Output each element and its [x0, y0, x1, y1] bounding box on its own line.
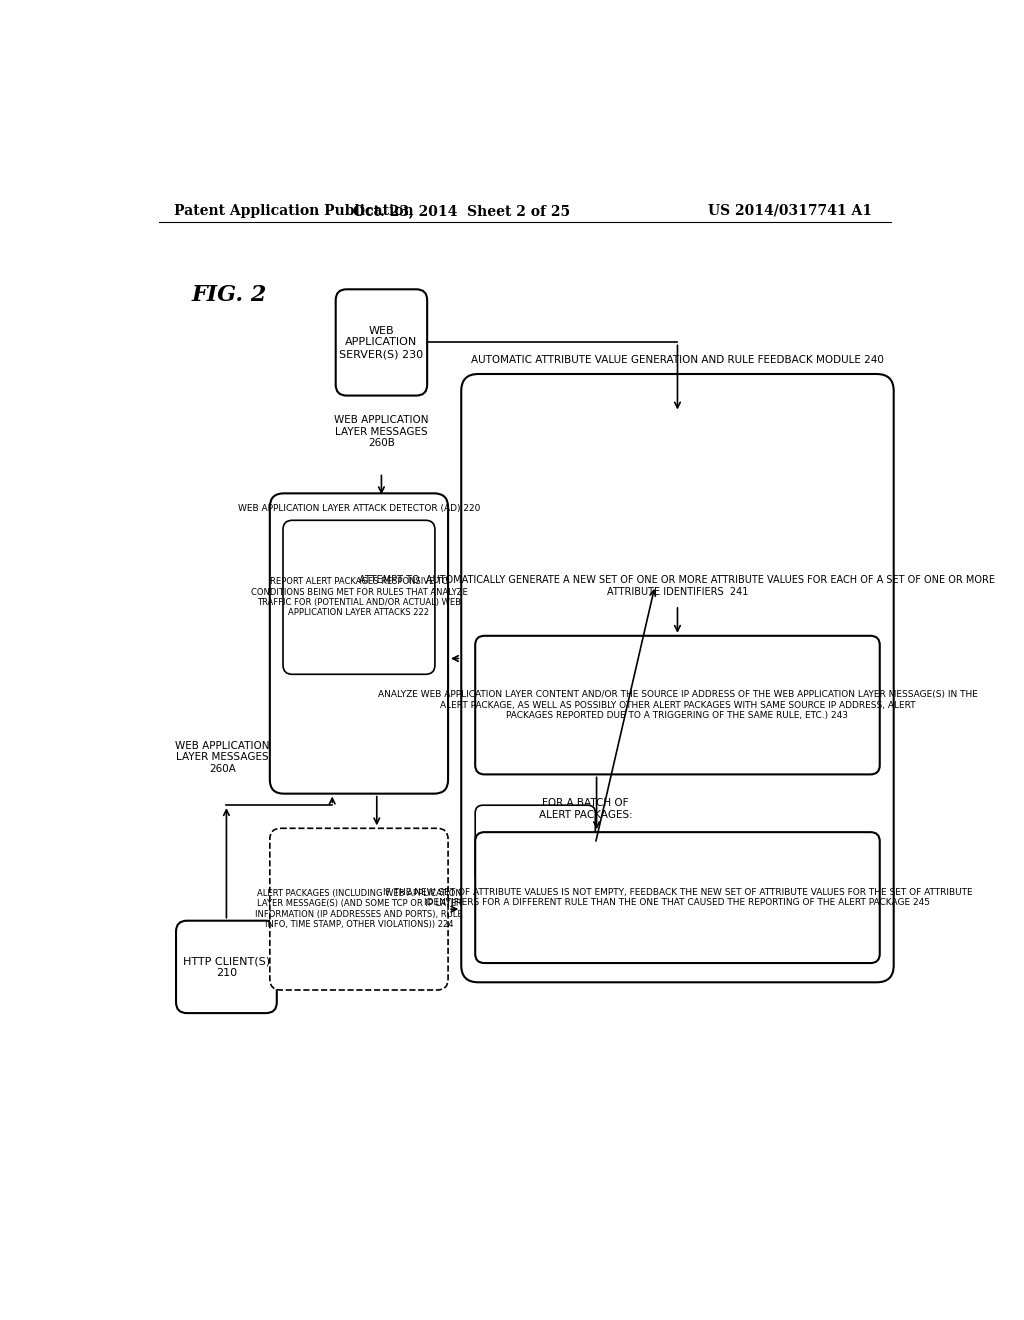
Text: WEB APPLICATION
LAYER MESSAGES
260B: WEB APPLICATION LAYER MESSAGES 260B — [334, 416, 429, 449]
Text: AUTOMATIC ATTRIBUTE VALUE GENERATION AND RULE FEEDBACK MODULE 240: AUTOMATIC ATTRIBUTE VALUE GENERATION AND… — [471, 355, 884, 366]
FancyBboxPatch shape — [475, 832, 880, 964]
FancyBboxPatch shape — [461, 374, 894, 982]
Text: IF THE NEW SET OF ATTRIBUTE VALUES IS NOT EMPTY, FEEDBACK THE NEW SET OF ATTRIBU: IF THE NEW SET OF ATTRIBUTE VALUES IS NO… — [383, 888, 972, 907]
Text: FIG. 2: FIG. 2 — [191, 285, 267, 306]
Text: WEB APPLICATION LAYER ATTACK DETECTOR (AD) 220: WEB APPLICATION LAYER ATTACK DETECTOR (A… — [238, 504, 480, 513]
Text: FOR A BATCH OF
ALERT PACKAGES:: FOR A BATCH OF ALERT PACKAGES: — [539, 799, 633, 820]
FancyBboxPatch shape — [176, 921, 276, 1014]
Text: US 2014/0317741 A1: US 2014/0317741 A1 — [708, 203, 872, 218]
Text: Oct. 23, 2014  Sheet 2 of 25: Oct. 23, 2014 Sheet 2 of 25 — [352, 203, 569, 218]
Text: Patent Application Publication: Patent Application Publication — [174, 203, 414, 218]
FancyBboxPatch shape — [475, 636, 880, 775]
Text: ALERT PACKAGES (INCLUDING WEB APPLICATION
LAYER MESSAGE(S) (AND SOME TCP OR IP L: ALERT PACKAGES (INCLUDING WEB APPLICATIO… — [255, 890, 463, 929]
FancyBboxPatch shape — [283, 520, 435, 675]
Text: ANALYZE WEB APPLICATION LAYER CONTENT AND/OR THE SOURCE IP ADDRESS OF THE WEB AP: ANALYZE WEB APPLICATION LAYER CONTENT AN… — [378, 690, 978, 719]
Text: WEB
APPLICATION
SERVER(S) 230: WEB APPLICATION SERVER(S) 230 — [339, 326, 424, 359]
FancyBboxPatch shape — [270, 829, 449, 990]
FancyBboxPatch shape — [336, 289, 427, 396]
FancyBboxPatch shape — [475, 805, 595, 882]
FancyBboxPatch shape — [270, 494, 449, 793]
Text: HTTP CLIENT(S)
210: HTTP CLIENT(S) 210 — [183, 956, 270, 978]
Text: REPORT ALERT PACKAGES RESPONSIVE TO
CONDITIONS BEING MET FOR RULES THAT ANALYZE
: REPORT ALERT PACKAGES RESPONSIVE TO COND… — [251, 577, 467, 618]
Text: ATTEMPT TO  AUTOMATICALLY GENERATE A NEW SET OF ONE OR MORE ATTRIBUTE VALUES FOR: ATTEMPT TO AUTOMATICALLY GENERATE A NEW … — [359, 576, 995, 597]
Text: WEB APPLICATION
LAYER MESSAGES
260A: WEB APPLICATION LAYER MESSAGES 260A — [175, 741, 269, 774]
